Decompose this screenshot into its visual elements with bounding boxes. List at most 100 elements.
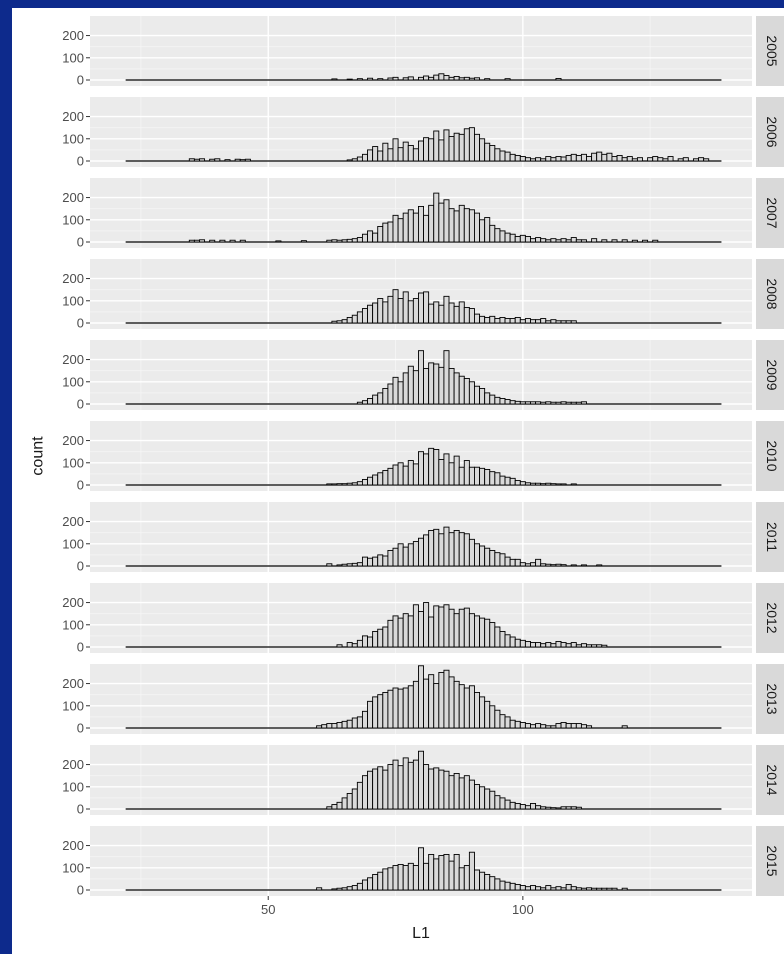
histogram-bar <box>479 617 486 648</box>
histogram-bar <box>499 553 506 567</box>
histogram-bar <box>530 482 537 486</box>
histogram-bar <box>433 528 440 567</box>
histogram-bar <box>377 554 384 567</box>
histogram-bar <box>361 710 368 729</box>
histogram-bar <box>468 308 475 324</box>
histogram-bar <box>626 156 633 162</box>
histogram-bar <box>565 643 572 648</box>
y-tick-label: 100 <box>62 212 84 227</box>
histogram-bar <box>418 76 424 81</box>
histogram-bar <box>468 851 475 891</box>
histogram-bar <box>423 75 430 81</box>
histogram-bar <box>514 480 521 486</box>
histogram-bar <box>331 320 338 324</box>
y-tick-label: 200 <box>62 676 84 691</box>
histogram-bar <box>509 801 516 810</box>
histogram-bar <box>555 807 562 810</box>
histogram-bar <box>484 547 491 567</box>
histogram-bar <box>484 316 491 324</box>
histogram-bar <box>514 883 521 891</box>
histogram-bar <box>545 482 552 486</box>
histogram-bar <box>474 313 481 324</box>
histogram-bar <box>453 132 460 162</box>
histogram-bar <box>346 563 353 567</box>
histogram-bar <box>336 801 343 810</box>
histogram-bar <box>356 781 363 810</box>
histogram-bar <box>463 533 470 567</box>
histogram-bar <box>535 558 542 567</box>
histogram-bar <box>372 302 379 324</box>
facet-strip <box>756 502 784 572</box>
histogram-bar <box>336 644 343 648</box>
histogram-bar <box>468 613 475 648</box>
histogram-bar <box>570 153 577 162</box>
histogram-bar <box>591 644 598 648</box>
histogram-bar <box>489 144 496 162</box>
histogram-bar <box>356 716 363 729</box>
y-tick-label: 200 <box>62 514 84 529</box>
histogram-bar <box>341 319 348 324</box>
histogram-bar <box>453 372 460 405</box>
histogram-bar <box>199 158 206 162</box>
y-tick-label: 100 <box>62 698 84 713</box>
histogram-bar <box>596 151 603 162</box>
histogram-bar <box>361 478 368 486</box>
histogram-bar <box>570 723 577 729</box>
histogram-bar <box>418 537 424 567</box>
y-tick-label: 200 <box>62 757 84 772</box>
histogram-bar <box>193 239 200 243</box>
histogram-bar <box>382 769 389 810</box>
y-tick-label: 100 <box>62 536 84 551</box>
histogram-bar <box>377 694 384 729</box>
histogram-bar <box>509 558 516 567</box>
histogram-bar <box>316 725 323 729</box>
histogram-bar <box>524 401 531 405</box>
histogram-bar <box>550 643 557 648</box>
histogram-bar <box>341 563 348 567</box>
histogram-bar <box>346 78 353 81</box>
histogram-bar <box>560 238 567 243</box>
facet-strip <box>756 97 784 167</box>
histogram-bar <box>387 148 394 162</box>
histogram-bar <box>463 128 470 162</box>
histogram-bar <box>377 150 384 162</box>
histogram-bar <box>234 158 241 162</box>
histogram-bar <box>580 401 587 405</box>
histogram-bar <box>392 76 399 81</box>
histogram-bar <box>397 765 404 810</box>
histogram-bar <box>443 853 450 891</box>
histogram-bar <box>540 158 547 162</box>
histogram-bar <box>453 680 460 729</box>
histogram-bar <box>331 483 338 486</box>
histogram-bar <box>555 640 562 648</box>
facet-strip <box>756 259 784 329</box>
y-tick-label: 100 <box>62 455 84 470</box>
histogram-bar <box>372 394 379 405</box>
histogram-bar <box>560 642 567 648</box>
histogram-bar <box>392 865 399 891</box>
facet-label: 2010 <box>764 440 780 471</box>
histogram-bar <box>361 233 368 243</box>
histogram-bar <box>616 154 623 162</box>
histogram-bar <box>484 78 491 81</box>
histogram-bar <box>453 853 460 891</box>
histogram-bar <box>504 78 511 81</box>
histogram-bar <box>631 239 638 243</box>
histogram-bar <box>499 475 506 486</box>
y-tick-label: 100 <box>62 860 84 875</box>
histogram-bar <box>356 562 363 567</box>
histogram-bar <box>504 799 511 810</box>
histogram-bar <box>489 315 496 324</box>
histogram-bar <box>575 887 582 891</box>
histogram-bar <box>407 144 414 162</box>
histogram-bar <box>346 238 353 243</box>
histogram-bar <box>244 158 251 162</box>
histogram-bar <box>407 543 414 567</box>
histogram-bar <box>519 234 526 243</box>
y-tick-label: 100 <box>62 293 84 308</box>
histogram-bar <box>545 401 552 405</box>
histogram-bar <box>397 147 404 162</box>
histogram-bar <box>611 239 618 243</box>
histogram-bar <box>331 239 338 243</box>
histogram-bar <box>367 230 374 243</box>
